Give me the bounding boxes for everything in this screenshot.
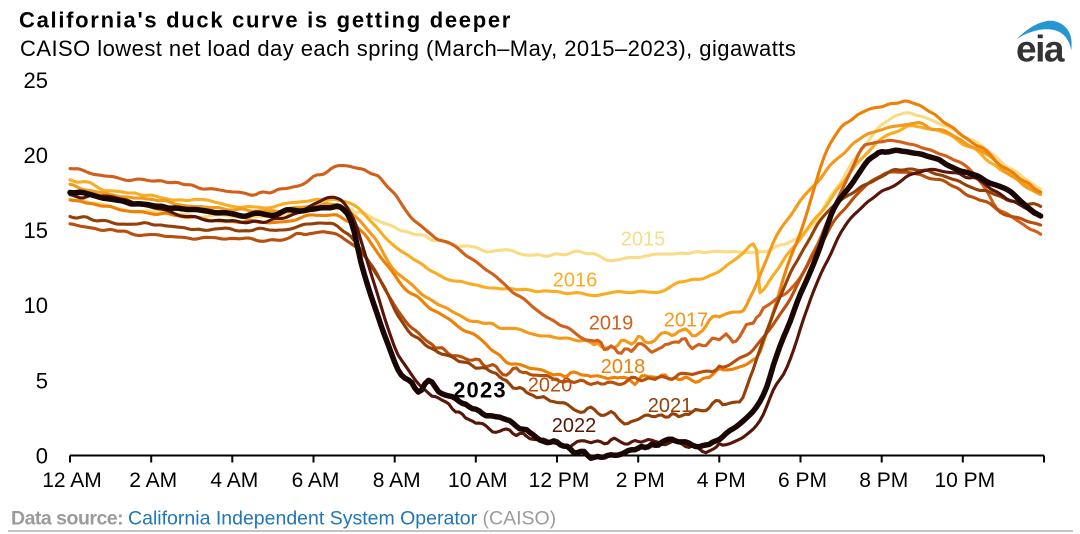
- svg-text:2023: 2023: [453, 378, 507, 403]
- svg-text:2022: 2022: [552, 415, 597, 437]
- svg-text:8 PM: 8 PM: [859, 469, 908, 492]
- svg-text:15: 15: [24, 218, 48, 243]
- svg-text:4 PM: 4 PM: [697, 469, 746, 492]
- svg-text:2017: 2017: [664, 309, 709, 331]
- svg-text:0: 0: [36, 444, 48, 469]
- svg-text:California's duck curve is get: California's duck curve is getting deepe…: [19, 8, 512, 33]
- svg-text:2019: 2019: [589, 313, 634, 335]
- svg-text:6 AM: 6 AM: [292, 469, 340, 492]
- svg-text:4 AM: 4 AM: [210, 469, 258, 492]
- svg-text:Data source: California Indepe: Data source: California Independent Syst…: [11, 508, 556, 530]
- svg-text:10 PM: 10 PM: [934, 469, 995, 492]
- svg-text:20: 20: [24, 143, 48, 168]
- svg-text:2015: 2015: [621, 229, 666, 251]
- svg-text:10 AM: 10 AM: [448, 469, 508, 492]
- svg-text:2018: 2018: [601, 356, 646, 378]
- svg-text:10: 10: [24, 293, 48, 318]
- svg-text:12 PM: 12 PM: [529, 469, 590, 492]
- svg-text:2021: 2021: [648, 395, 693, 417]
- svg-text:5: 5: [36, 368, 48, 393]
- svg-text:2016: 2016: [553, 270, 598, 292]
- svg-text:8 AM: 8 AM: [373, 469, 421, 492]
- svg-text:12 AM: 12 AM: [42, 469, 102, 492]
- svg-text:2020: 2020: [528, 374, 573, 396]
- svg-text:CAISO lowest net load day each: CAISO lowest net load day each spring (M…: [20, 36, 796, 61]
- svg-text:2 PM: 2 PM: [616, 469, 665, 492]
- svg-text:25: 25: [24, 68, 48, 93]
- svg-text:eia: eia: [1016, 29, 1065, 70]
- svg-text:2 AM: 2 AM: [129, 469, 177, 492]
- svg-text:6 PM: 6 PM: [778, 469, 827, 492]
